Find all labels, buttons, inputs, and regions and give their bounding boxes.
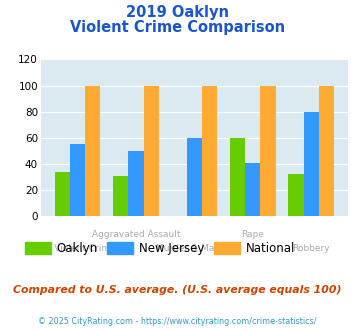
Bar — [304, 112, 319, 216]
Bar — [143, 85, 159, 216]
Text: Violent Crime Comparison: Violent Crime Comparison — [70, 20, 285, 35]
Bar — [230, 138, 245, 216]
Text: Aggravated Assault: Aggravated Assault — [92, 230, 180, 239]
Text: © 2025 CityRating.com - https://www.cityrating.com/crime-statistics/: © 2025 CityRating.com - https://www.city… — [38, 317, 317, 326]
Bar — [260, 85, 275, 216]
Text: All Violent Crime: All Violent Crime — [40, 244, 115, 253]
Bar — [85, 85, 100, 216]
Bar — [55, 172, 70, 216]
Bar — [319, 85, 334, 216]
Text: Robbery: Robbery — [293, 244, 330, 253]
Bar — [288, 174, 304, 216]
Bar — [113, 176, 129, 216]
Text: Murder & Mans...: Murder & Mans... — [156, 244, 233, 253]
Bar — [202, 85, 217, 216]
Bar — [245, 163, 260, 216]
Text: 2019 Oaklyn: 2019 Oaklyn — [126, 5, 229, 20]
Bar — [70, 144, 85, 216]
Bar — [187, 138, 202, 216]
Text: Compared to U.S. average. (U.S. average equals 100): Compared to U.S. average. (U.S. average … — [13, 285, 342, 295]
Legend: Oaklyn, New Jersey, National: Oaklyn, New Jersey, National — [20, 237, 300, 260]
Bar — [129, 151, 143, 216]
Text: Rape: Rape — [241, 230, 264, 239]
